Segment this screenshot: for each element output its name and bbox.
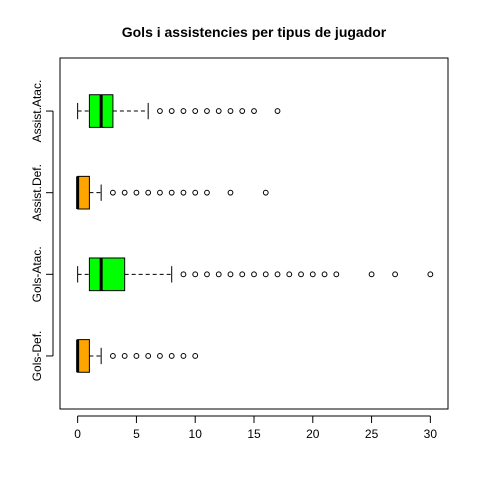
- outlier-point: [204, 271, 210, 278]
- outlier-point: [168, 189, 175, 196]
- outlier-point: [133, 189, 140, 196]
- outlier-point: [298, 271, 304, 278]
- y-tick-label: Gols-Def.: [30, 331, 44, 382]
- box-group: [77, 94, 281, 128]
- outlier-point: [157, 353, 163, 359]
- outlier-point: [368, 271, 375, 278]
- outlier-point: [286, 271, 293, 278]
- x-axis: 0 5 10 15 20 25 30: [74, 415, 438, 441]
- outlier-point: [180, 189, 187, 196]
- outlier-point: [274, 108, 281, 114]
- y-tick-label: Assist.Atac.: [30, 80, 44, 143]
- box-group: [76, 339, 199, 373]
- y-axis: Gols-Def. Gols-Atac. Assist.Def. Assist.Ata…: [30, 80, 54, 382]
- x-tick-label: 20: [306, 427, 320, 441]
- outlier-point: [168, 108, 175, 114]
- outlier-point: [192, 353, 199, 359]
- x-tick-label: 10: [189, 427, 203, 441]
- x-tick-label: 30: [424, 427, 438, 441]
- outlier-point: [262, 271, 269, 278]
- outlier-point: [145, 189, 152, 196]
- outlier-point: [251, 271, 257, 278]
- outlier-point: [251, 108, 257, 114]
- outlier-point: [192, 271, 199, 278]
- outlier-point: [180, 353, 187, 359]
- box-group: [77, 257, 434, 292]
- outlier-point: [121, 353, 128, 359]
- x-tick-label: 5: [133, 427, 140, 441]
- outlier-point: [239, 271, 246, 278]
- plot-content: [76, 94, 434, 373]
- box-iqr: [77, 339, 90, 373]
- outlier-point: [168, 353, 175, 359]
- outlier-point: [121, 189, 128, 196]
- box-group: [76, 175, 269, 210]
- outlier-point: [204, 189, 210, 196]
- outlier-point: [215, 108, 222, 114]
- outlier-point: [227, 271, 234, 278]
- x-tick-label: 0: [74, 427, 81, 441]
- y-tick-label: Gols-Atac.: [30, 246, 44, 302]
- box-iqr: [77, 175, 90, 210]
- outlier-point: [180, 271, 187, 278]
- outlier-point: [309, 271, 316, 278]
- plot-frame: [59, 57, 449, 410]
- outlier-point: [227, 189, 234, 196]
- outlier-point: [427, 271, 434, 278]
- y-tick-label: Assist.Def.: [30, 164, 44, 221]
- outlier-point: [274, 271, 281, 278]
- outlier-point: [215, 271, 222, 278]
- box-iqr: [88, 257, 126, 292]
- outlier-point: [333, 271, 340, 278]
- outlier-point: [180, 108, 187, 114]
- outlier-point: [192, 189, 199, 196]
- x-tick-label: 15: [247, 427, 261, 441]
- outlier-point: [133, 353, 140, 359]
- outlier-point: [157, 108, 163, 114]
- outlier-point: [262, 189, 269, 196]
- outlier-point: [145, 353, 152, 359]
- outlier-point: [110, 353, 116, 359]
- outlier-point: [157, 189, 163, 196]
- outlier-point: [321, 271, 328, 278]
- outlier-point: [239, 108, 246, 114]
- outlier-point: [192, 108, 199, 114]
- chart-title: Gols i assistencies per tipus de jugador: [122, 24, 387, 40]
- outlier-point: [392, 271, 398, 278]
- outlier-point: [227, 108, 234, 114]
- outlier-point: [204, 108, 210, 114]
- outlier-point: [110, 189, 116, 196]
- x-tick-label: 25: [365, 427, 379, 441]
